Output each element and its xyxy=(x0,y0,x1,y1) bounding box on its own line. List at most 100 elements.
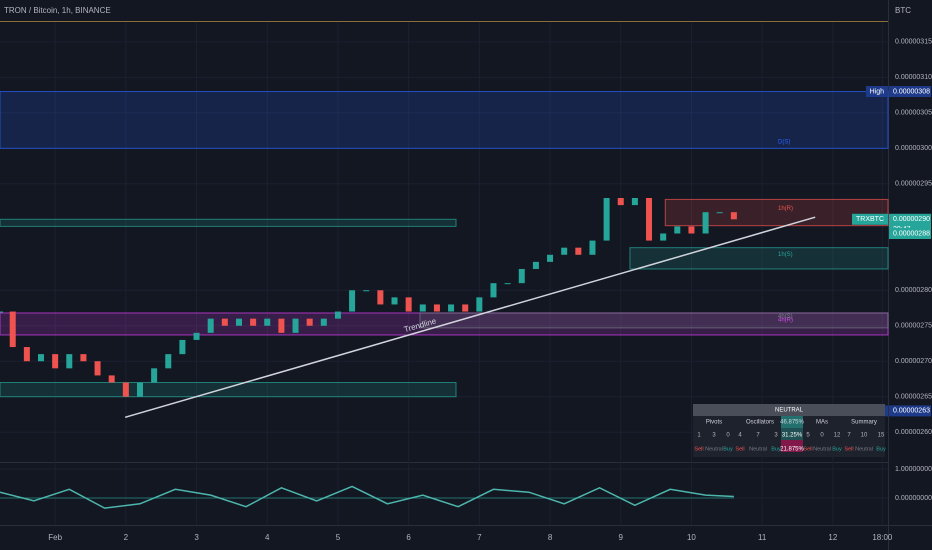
candle xyxy=(631,198,638,206)
price-badge-value: 0.00000288 xyxy=(893,230,930,237)
candle xyxy=(547,254,554,262)
price-badge xyxy=(889,227,931,239)
zone xyxy=(629,247,889,270)
candle xyxy=(207,318,214,333)
candle xyxy=(518,268,525,284)
candle xyxy=(108,375,115,383)
zone-label: D(S) xyxy=(778,140,790,146)
candle xyxy=(716,212,723,214)
price-badge-label: High xyxy=(870,88,885,95)
candle xyxy=(193,332,200,340)
candle xyxy=(504,283,511,285)
candle xyxy=(405,297,412,312)
x-tick-label: 8 xyxy=(548,533,553,542)
y-tick-label: 0.00000260 xyxy=(895,429,932,436)
table-label: Buy xyxy=(832,446,842,452)
candle xyxy=(363,290,370,292)
candle xyxy=(674,226,681,234)
table-label: Buy xyxy=(771,446,781,452)
candle xyxy=(221,318,228,326)
candle xyxy=(52,354,59,369)
x-tick-label: 11 xyxy=(758,533,767,542)
price-badge-value: 0.00000290 xyxy=(893,216,930,223)
table-count: 10 xyxy=(861,433,868,439)
x-tick-label: 5 xyxy=(336,533,341,542)
table-count: 1 xyxy=(697,433,701,439)
zone xyxy=(0,91,889,149)
candle xyxy=(377,290,384,305)
candle xyxy=(292,318,299,333)
candle xyxy=(730,212,737,220)
y-tick-label: 0.00000315 xyxy=(895,39,932,46)
oscillator-line xyxy=(0,485,734,509)
candle xyxy=(391,297,398,305)
candle xyxy=(165,354,172,369)
candle xyxy=(38,354,45,362)
table-title-bg xyxy=(693,404,885,416)
osc-tick-label: 0.00000000 xyxy=(895,495,932,502)
table-label: Buy xyxy=(723,446,733,452)
trendline xyxy=(124,216,816,419)
table-header: Oscillators xyxy=(746,420,774,426)
zone xyxy=(0,382,457,398)
x-tick-label: Feb xyxy=(48,533,62,542)
table-header: Pivots xyxy=(706,420,722,426)
y-tick-label: 0.00000265 xyxy=(895,394,932,401)
table-header: 46.875% xyxy=(780,420,804,426)
table-count: 0 xyxy=(820,433,824,439)
candle xyxy=(320,318,327,326)
x-tick-label: 9 xyxy=(619,533,624,542)
table-label: Sell xyxy=(735,446,744,452)
candle xyxy=(349,290,356,312)
candle xyxy=(490,283,497,298)
candle xyxy=(250,318,257,326)
x-tick-label: 6 xyxy=(406,533,411,542)
zone-label: 1h(S) xyxy=(778,252,793,258)
candle xyxy=(122,382,129,397)
table-count: 0 xyxy=(726,433,730,439)
table-header: Summary xyxy=(851,420,877,426)
candle xyxy=(603,198,610,241)
chart-title: TRON / Bitcoin, 1h, BINANCE xyxy=(4,6,111,15)
y-tick-label: 0.00000270 xyxy=(895,358,932,365)
candle xyxy=(80,354,87,362)
candle xyxy=(334,311,341,319)
table-count: 3 xyxy=(774,433,778,439)
table-count: 4 xyxy=(738,433,742,439)
cell-hl xyxy=(781,416,803,428)
table-label: Buy xyxy=(876,446,886,452)
candle xyxy=(23,347,30,362)
y-axis-label: BTC xyxy=(895,6,911,15)
candle xyxy=(433,304,440,312)
candle xyxy=(462,304,469,312)
candle xyxy=(0,311,3,313)
cell-hl xyxy=(781,440,803,452)
zone xyxy=(664,198,889,227)
price-badge-value: 0.00000308 xyxy=(893,88,930,95)
x-tick-label: 10 xyxy=(687,533,696,542)
zone xyxy=(0,218,457,227)
candle xyxy=(617,198,624,206)
zone-label: 4h(R) xyxy=(778,318,793,324)
candle xyxy=(448,304,455,312)
table-label: Sell xyxy=(803,446,812,452)
x-tick-label: 3 xyxy=(194,533,199,542)
y-tick-label: 0.00000280 xyxy=(895,287,932,294)
candle xyxy=(235,318,242,326)
y-tick-label: 0.00000310 xyxy=(895,74,932,81)
price-badge-tag xyxy=(866,86,888,98)
candle xyxy=(179,339,186,355)
x-tick-label: 18:00 xyxy=(872,533,893,542)
price-badge-value: 0.00000263 xyxy=(893,408,930,415)
table-count: 3 xyxy=(712,433,716,439)
candle xyxy=(532,261,539,269)
candle xyxy=(136,382,143,397)
candle xyxy=(561,247,568,255)
table-extra: 21.875% xyxy=(780,447,804,453)
table-title: NEUTRAL xyxy=(775,408,804,414)
zone-label: 1h(R) xyxy=(778,206,793,212)
table-count: 15 xyxy=(878,433,885,439)
table-label: Neutral xyxy=(813,446,831,452)
